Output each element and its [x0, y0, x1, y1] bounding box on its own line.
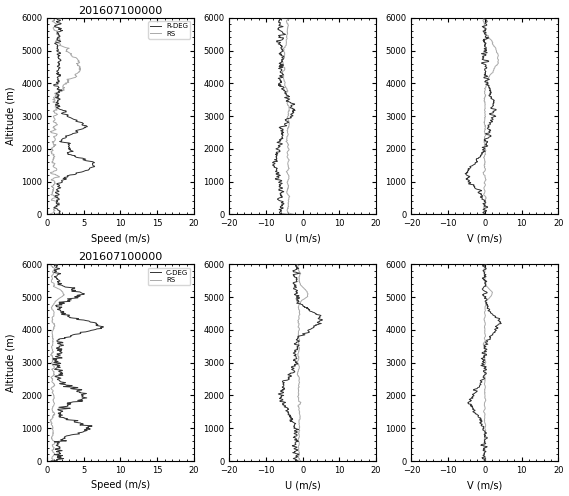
- Title: 201607100000: 201607100000: [79, 252, 163, 262]
- Legend: R-DEG, RS: R-DEG, RS: [149, 21, 191, 39]
- X-axis label: V (m/s): V (m/s): [467, 481, 502, 491]
- X-axis label: V (m/s): V (m/s): [467, 234, 502, 244]
- Y-axis label: Altitude (m): Altitude (m): [6, 333, 15, 392]
- X-axis label: U (m/s): U (m/s): [284, 481, 320, 491]
- Y-axis label: Altitude (m): Altitude (m): [6, 87, 15, 145]
- X-axis label: U (m/s): U (m/s): [284, 234, 320, 244]
- Title: 201607100000: 201607100000: [79, 5, 163, 15]
- Legend: C-DEG, RS: C-DEG, RS: [148, 268, 191, 285]
- X-axis label: Speed (m/s): Speed (m/s): [91, 481, 150, 491]
- X-axis label: Speed (m/s): Speed (m/s): [91, 234, 150, 244]
